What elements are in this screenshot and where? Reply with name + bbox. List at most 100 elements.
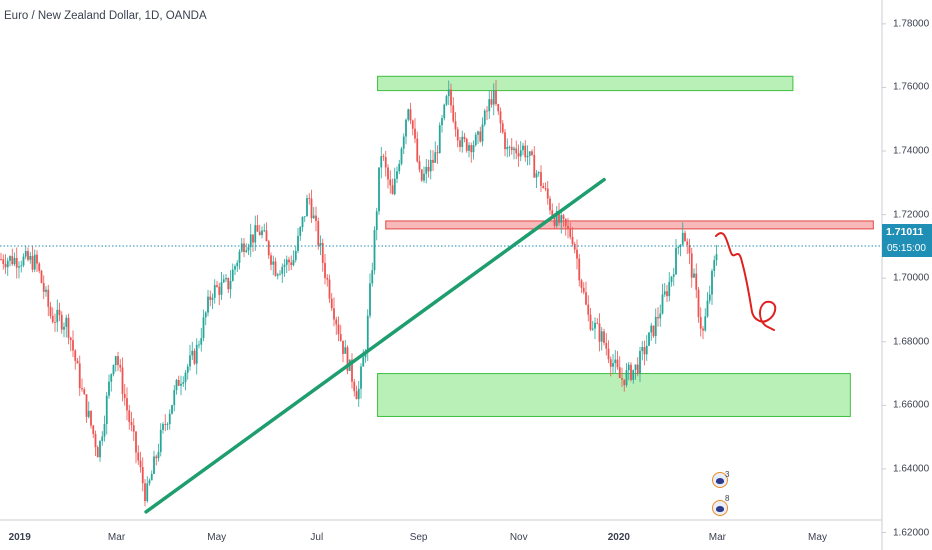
candle-body [375, 211, 378, 230]
candle-body [459, 140, 461, 147]
candle-body [357, 388, 360, 400]
candle-body [366, 315, 369, 353]
candle-body [128, 410, 131, 423]
candle-body [184, 372, 187, 383]
candle-body [391, 185, 394, 195]
candle-body [74, 350, 77, 361]
candle-body [198, 344, 200, 346]
candle-body [310, 198, 313, 219]
price-tick-label: 1.74000 [893, 145, 930, 157]
candle-body [231, 269, 234, 281]
candle-body [36, 254, 38, 264]
candle-body [630, 364, 632, 380]
candle-body [69, 337, 72, 341]
reaction-icon[interactable] [712, 500, 728, 516]
candle-body [504, 132, 506, 150]
candle-body [461, 136, 464, 147]
candle-body [96, 447, 99, 458]
candle-body [9, 256, 11, 261]
candle-body [252, 234, 254, 243]
candle-body [265, 230, 268, 242]
candle-body [544, 188, 547, 189]
candle-body [288, 259, 290, 263]
candle-body [150, 473, 153, 481]
reaction-icon[interactable] [712, 472, 728, 488]
candle-body [292, 260, 295, 266]
current-price-badge: 1.71011 [882, 224, 932, 241]
candle-body [510, 146, 513, 151]
candle-body [441, 118, 443, 126]
candle-body [551, 210, 554, 216]
candle-body [697, 289, 700, 318]
candle-body [452, 105, 455, 122]
candle-body [308, 198, 311, 199]
candle-body [193, 350, 196, 364]
candle-body [56, 309, 59, 323]
candle-body [690, 253, 693, 278]
candle-body [571, 236, 574, 245]
candle-body [20, 265, 23, 267]
time-tick-label: Mar [107, 532, 126, 543]
candle-body [587, 304, 590, 315]
tick-layer [882, 23, 886, 534]
candle-body [436, 152, 439, 154]
candle-body [189, 355, 191, 367]
candle-body [517, 153, 520, 157]
candle-body [479, 131, 482, 142]
candle-body [708, 294, 711, 301]
candle-body [339, 334, 342, 341]
candle-body [355, 391, 358, 400]
candle-body [245, 250, 248, 253]
time-tick-label: 2019 [8, 532, 31, 543]
candle-body [283, 264, 286, 267]
candle-body [164, 424, 167, 425]
candle-body [112, 365, 115, 375]
candle-body [549, 198, 551, 211]
candle-body [202, 317, 205, 339]
candle-body [580, 280, 583, 288]
candle-body [429, 159, 432, 172]
candle-body [144, 483, 146, 502]
candle-body [632, 369, 635, 380]
candle-body [312, 215, 315, 219]
candle-body [693, 273, 695, 278]
candle-body [173, 390, 176, 406]
candle-body [162, 424, 164, 430]
candle-body [101, 436, 104, 442]
candle-body [531, 151, 533, 155]
candle-body [335, 319, 338, 325]
candle-body [591, 328, 594, 330]
candle-body [686, 241, 689, 245]
candle-body [654, 316, 657, 337]
candle-body [488, 99, 491, 112]
candle-body [398, 163, 401, 172]
candle-body [42, 282, 45, 292]
candle-body [76, 360, 79, 364]
candle-body [220, 282, 223, 295]
candle-body [713, 260, 716, 271]
candle-body [40, 270, 43, 283]
candle-body [319, 243, 322, 246]
candle-body [261, 230, 263, 236]
candle-body [126, 398, 128, 411]
candle-body [222, 279, 225, 283]
candle-body [301, 216, 304, 228]
candle-body [598, 323, 601, 342]
candle-body [715, 254, 718, 261]
candle-body [276, 274, 279, 276]
candle-body [636, 364, 639, 374]
candle-body [384, 157, 387, 168]
candle-body [418, 161, 421, 170]
candle-body [711, 270, 713, 295]
candle-body [13, 257, 16, 265]
candle-body [411, 120, 414, 129]
candle-body [445, 96, 448, 105]
candle-body [542, 186, 545, 189]
zone-support [377, 373, 851, 417]
candle-body [573, 244, 576, 250]
zones-layer [377, 75, 874, 417]
candle-body [409, 109, 412, 121]
candle-body [648, 332, 650, 346]
candle-body [137, 452, 140, 461]
